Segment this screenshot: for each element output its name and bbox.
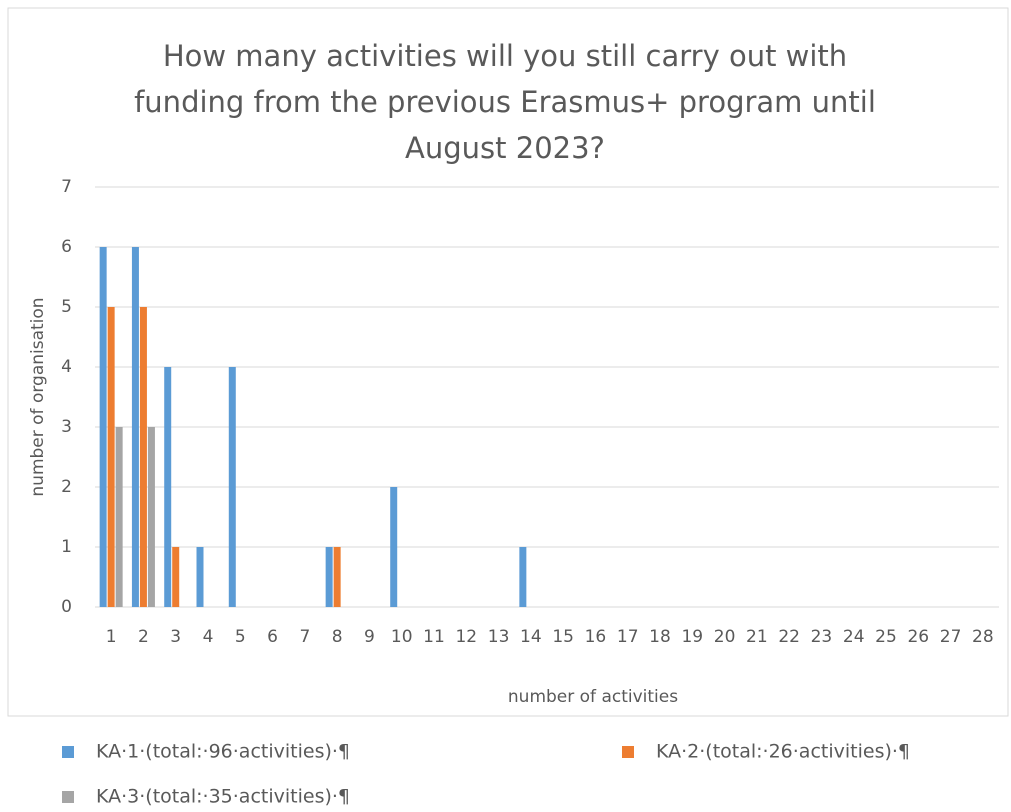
x-tick-label: 5 [235,627,246,647]
y-tick-label: 0 [61,597,72,617]
x-axis-label: number of activities [508,687,678,707]
x-tick-label: 10 [391,627,413,647]
legend-label: KA·2·(total:·26·activities)·¶ [656,741,910,763]
x-tick-label: 12 [455,627,477,647]
legend-swatch [62,791,74,803]
chart-title: How many activities will you still carry… [134,39,876,165]
y-tick-label: 5 [61,297,72,317]
bar [99,247,107,607]
x-tick-label: 13 [488,627,510,647]
x-tick-label: 27 [940,627,962,647]
y-tick-label: 3 [61,417,72,437]
x-tick-label: 24 [843,627,865,647]
x-tick-label: 21 [746,627,768,647]
bar [131,247,139,607]
x-tick-label: 14 [520,627,542,647]
x-tick-label: 17 [617,627,639,647]
x-tick-label: 8 [332,627,343,647]
x-tick-label: 28 [972,627,994,647]
bar [115,427,123,607]
x-tick-label: 23 [811,627,833,647]
bar [196,547,204,607]
bar [333,547,341,607]
x-tick-label: 20 [714,627,736,647]
bar [139,307,147,607]
x-tick-label: 19 [681,627,703,647]
x-tick-label: 6 [267,627,278,647]
bar [147,427,155,607]
bar [164,367,172,607]
legend-label: KA·3·(total:·35·activities)·¶ [96,786,350,808]
y-tick-label: 2 [61,477,72,497]
chart-frame [7,7,1009,717]
x-tick-label: 26 [907,627,929,647]
x-tick-label: 25 [875,627,897,647]
x-tick-label: 22 [778,627,800,647]
x-tick-label: 15 [552,627,574,647]
x-tick-label: 2 [138,627,149,647]
x-tick-label: 4 [203,627,214,647]
x-tick-label: 18 [649,627,671,647]
bar [172,547,180,607]
y-tick-label: 6 [61,237,72,257]
bar [519,547,527,607]
y-tick-label: 1 [61,537,72,557]
y-tick-label: 4 [61,357,72,377]
x-tick-label: 16 [585,627,607,647]
bar [325,547,333,607]
bar [390,487,398,607]
x-tick-label: 3 [170,627,181,647]
legend-swatch [62,746,74,758]
bar [228,367,236,607]
bar [107,307,115,607]
x-tick-label: 7 [299,627,310,647]
legend-swatch [622,746,634,758]
x-tick-label: 11 [423,627,445,647]
x-tick-label: 1 [106,627,117,647]
y-tick-label: 7 [61,177,72,197]
x-tick-label: 9 [364,627,375,647]
legend-label: KA·1·(total:·96·activities)·¶ [96,741,350,763]
y-axis-label: number of organisation [28,297,48,496]
